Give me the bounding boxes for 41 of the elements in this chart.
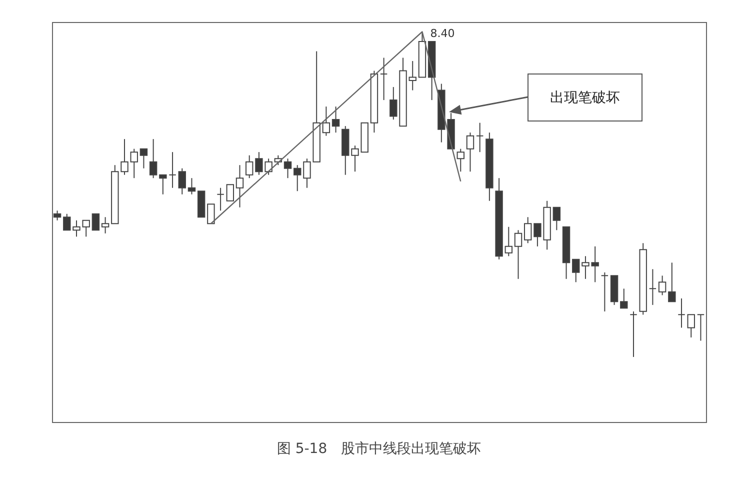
candlestick [678, 298, 686, 328]
candlestick [504, 226, 513, 257]
candlestick [524, 216, 532, 244]
candlestick [188, 178, 196, 195]
candlestick [322, 106, 330, 136]
candlestick [687, 314, 695, 338]
candlestick [658, 275, 666, 296]
candlestick [63, 213, 71, 231]
candlestick [168, 152, 176, 188]
text: 图 5-18 股市中线段出现笔破坏 [276, 441, 482, 457]
candlestick [552, 206, 561, 231]
candlestick [294, 164, 302, 192]
candlestick [456, 148, 464, 172]
candlestick [696, 314, 705, 342]
candlestick [236, 164, 244, 208]
candlestick [630, 310, 638, 358]
candlestick [332, 106, 340, 134]
candlestick [159, 174, 167, 195]
candlestick [466, 132, 474, 172]
candlestick [514, 230, 522, 280]
candlestick [380, 57, 388, 101]
candlestick [53, 210, 62, 221]
candlestick [216, 187, 224, 212]
candlestick [92, 213, 100, 231]
candlestick [101, 216, 110, 234]
annotation: 8.40 [430, 26, 455, 40]
candlestick [140, 148, 148, 169]
candlestick [600, 272, 609, 312]
candlestick [226, 184, 234, 202]
annotation: 出现笔破坏 [550, 90, 620, 106]
candlestick [245, 154, 254, 179]
candlestick [668, 262, 676, 302]
candlestick [572, 258, 580, 283]
candlestick [207, 204, 215, 224]
candlestick [284, 158, 292, 179]
candlestick [648, 268, 657, 306]
candlestick [178, 168, 186, 195]
candlestick [476, 122, 484, 153]
candlestick [408, 60, 416, 91]
candlestick [620, 288, 628, 309]
candlestick [149, 138, 158, 179]
